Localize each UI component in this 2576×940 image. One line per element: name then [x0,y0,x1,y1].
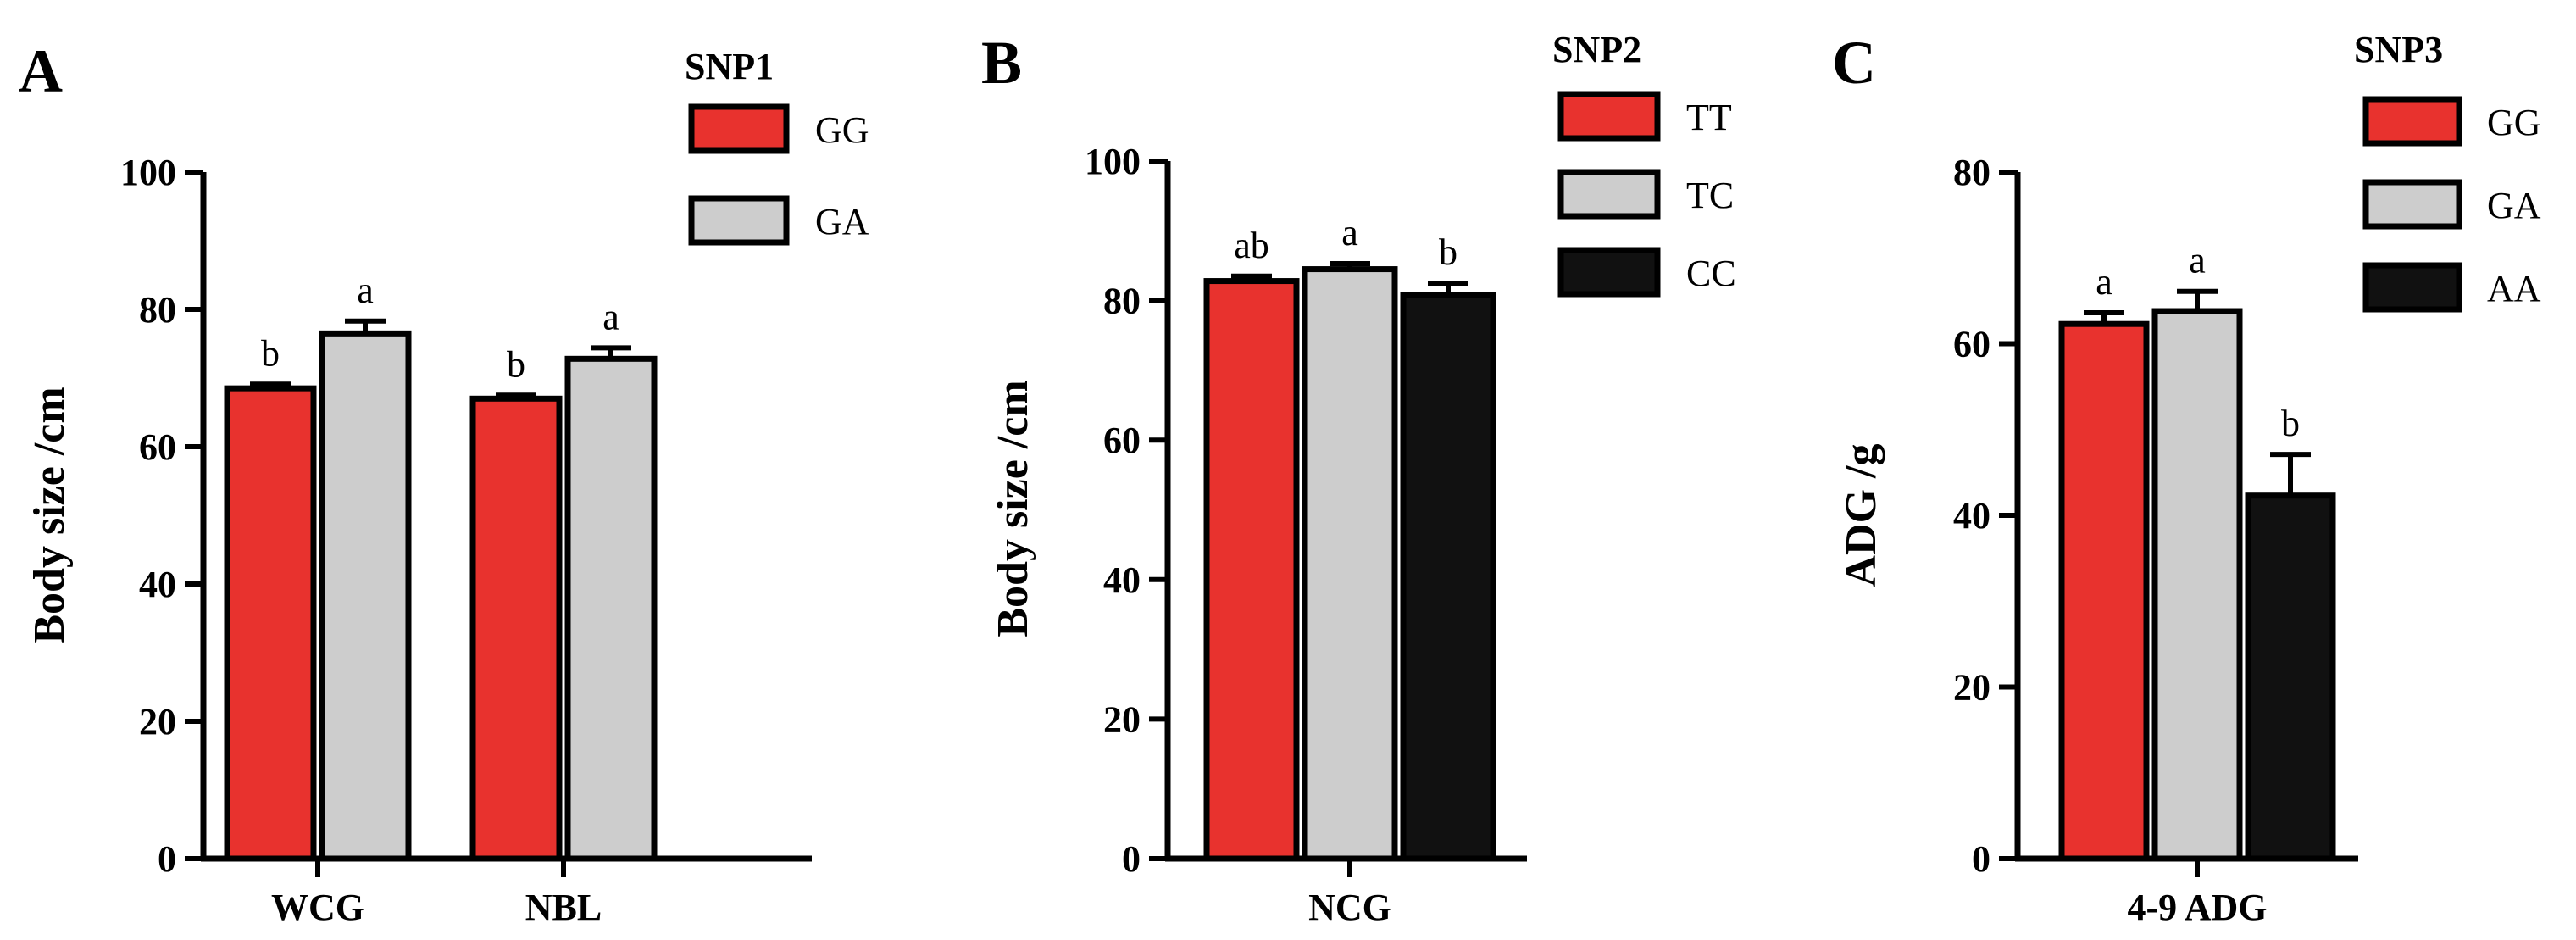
legend-label: TC [1686,175,1734,216]
y-tick-label: 40 [1953,495,1990,537]
x-category-label: 4-9 ADG [2128,887,2268,928]
panel-letter: B [981,29,1022,97]
y-tick-label: 40 [1103,559,1141,601]
legend-label: GA [815,201,869,242]
y-tick-label: 20 [1103,698,1141,740]
legend-label: CC [1686,253,1736,294]
significance-letter: a [1341,212,1358,253]
legend-swatch-ga [2362,179,2462,230]
bar-ga-nbl [564,355,658,862]
legend-swatch-cc [1557,247,1661,298]
significance-letter: b [507,343,525,385]
bar-gg-4-9-adg [2058,320,2150,862]
y-tick-label: 100 [1085,141,1141,182]
y-tick-label: 0 [1972,838,1990,880]
panel-letter: C [1832,29,1876,97]
significance-letter: a [2189,240,2206,281]
y-tick-label: 60 [1953,324,1990,365]
bar-cc-ncg [1400,292,1496,862]
y-tick-label: 20 [1953,667,1990,709]
bar-ga-4-9-adg [2151,308,2243,862]
significance-letter: b [1439,231,1457,273]
legend-swatch-gg [2362,96,2462,147]
legend-label: GG [2487,102,2541,143]
x-category-label: NBL [525,887,602,928]
bar-tc-ncg [1302,266,1398,862]
significance-letter: a [2096,261,2112,303]
legend-label: GA [2487,185,2541,226]
legend-label: TT [1686,97,1732,138]
legend-title: SNP2 [1552,29,1641,70]
bar-gg-wcg [224,385,317,862]
legend-swatch-tt [1557,91,1661,142]
significance-letter: a [357,270,374,311]
y-axis-title: ADG /g [1837,444,1885,587]
legend-title: SNP1 [685,46,774,87]
significance-letter: b [261,332,280,374]
legend-swatch-ga [688,195,790,246]
y-tick-label: 100 [120,152,176,193]
y-tick-label: 80 [1953,152,1990,193]
y-tick-label: 80 [139,289,176,331]
bar-gg-nbl [469,395,563,862]
significance-letter: a [602,296,619,337]
y-tick-label: 0 [1122,838,1141,880]
legend-swatch-tc [1557,169,1661,220]
bar-tt-ncg [1203,278,1300,862]
x-category-label: NCG [1308,887,1391,928]
legend-label: AA [2487,268,2541,309]
y-tick-label: 40 [139,564,176,605]
significance-letter: b [2281,403,2300,444]
y-axis-title: Body size /cm [989,380,1037,637]
y-tick-label: 0 [158,838,176,880]
x-category-label: WCG [271,887,364,928]
bar-ga-wcg [319,330,412,862]
bar-aa-4-9-adg [2245,492,2336,862]
panel-letter: A [19,37,63,105]
y-tick-label: 60 [139,426,176,468]
y-tick-label: 80 [1103,281,1141,322]
significance-letter: ab [1234,225,1269,266]
legend-swatch-aa [2362,262,2462,313]
legend-swatch-gg [688,103,790,154]
y-axis-title: Body size /cm [25,387,74,643]
y-tick-label: 20 [139,701,176,743]
y-tick-label: 60 [1103,420,1141,461]
legend-label: GG [815,109,869,151]
legend-title: SNP3 [2354,29,2443,70]
